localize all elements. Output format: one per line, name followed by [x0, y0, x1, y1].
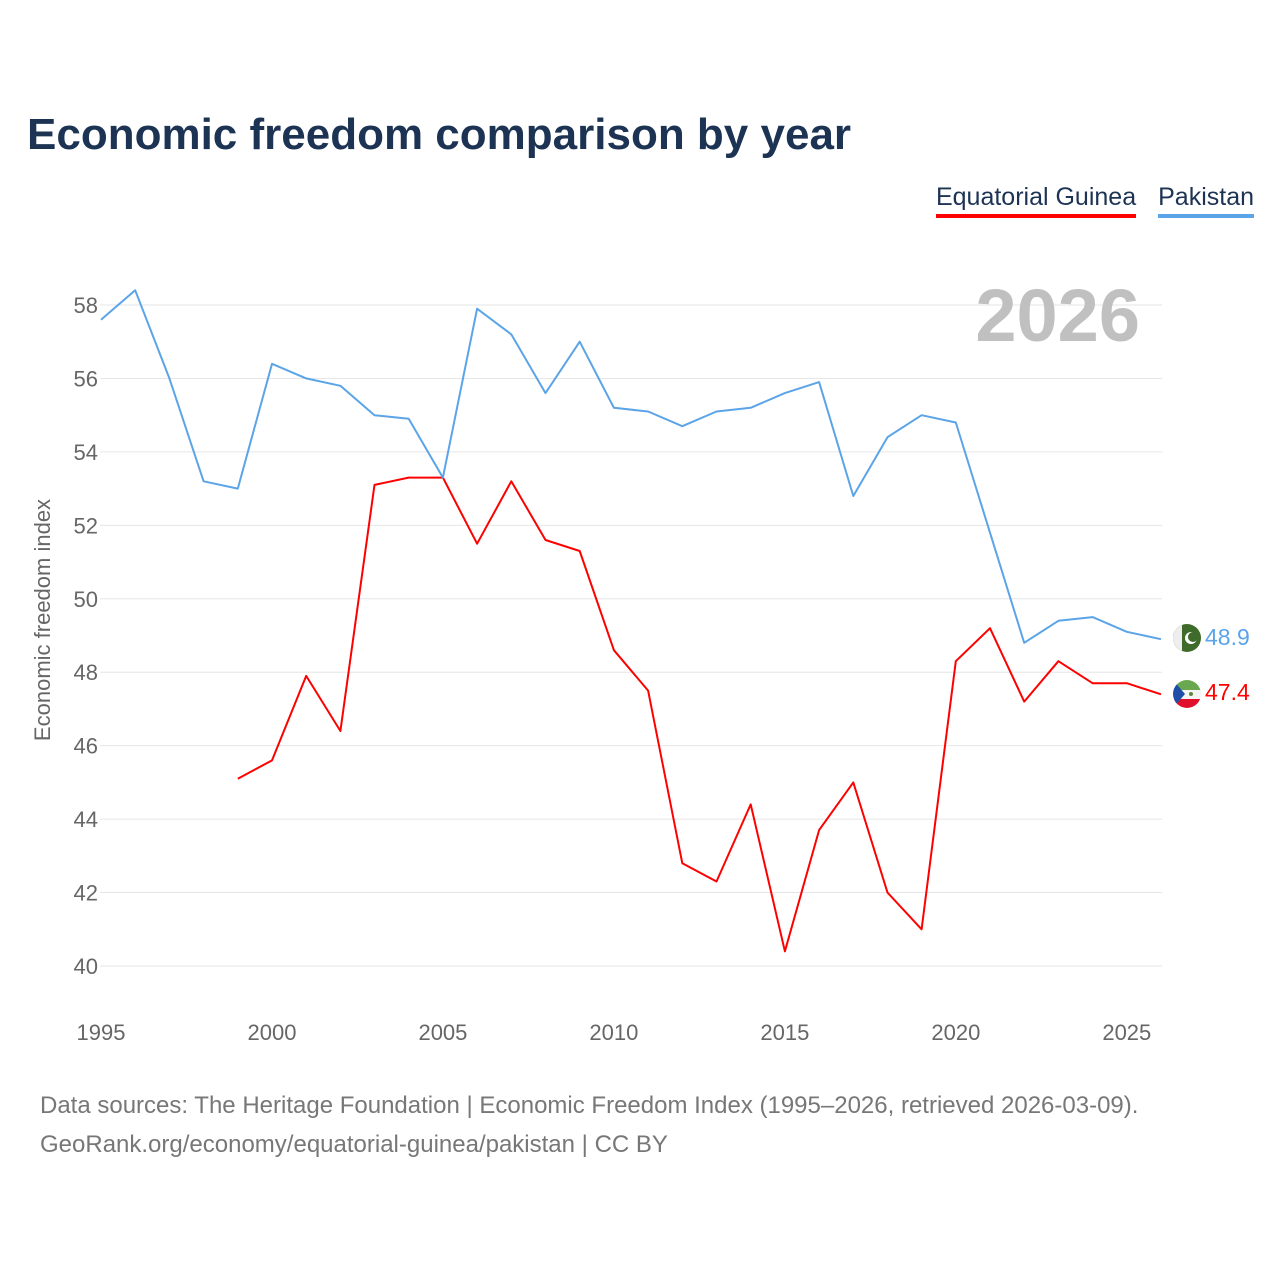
series-line-equatorial-guinea — [237, 476, 1162, 953]
x-tick-label: 2015 — [760, 1020, 809, 1045]
y-tick-label: 50 — [74, 587, 98, 612]
x-tick-label: 2000 — [247, 1020, 296, 1045]
chart-title: Economic freedom comparison by year — [27, 110, 852, 159]
y-tick-label: 56 — [74, 366, 98, 391]
legend: Equatorial Guinea Pakistan — [935, 183, 1254, 218]
equatorial-guinea-end-label: 47.4 — [1205, 679, 1250, 705]
legend-equatorial-guinea[interactable]: Equatorial Guinea — [935, 183, 1137, 218]
y-tick-label: 40 — [74, 954, 98, 979]
series-line-pakistan — [100, 289, 1162, 644]
x-tick-label: 2010 — [589, 1020, 638, 1045]
x-tick-label: 2020 — [931, 1020, 980, 1045]
y-tick-label: 42 — [74, 881, 98, 906]
y-tick-label: 52 — [74, 513, 98, 538]
y-tick-label: 54 — [74, 440, 98, 465]
source-url[interactable]: GeoRank.org/economy/equatorial-guinea/pa… — [40, 1131, 668, 1158]
x-tick-label: 2025 — [1102, 1020, 1151, 1045]
legend-pakistan[interactable]: Pakistan — [1158, 183, 1254, 218]
y-tick-label: 44 — [74, 807, 98, 832]
y-tick-label: 46 — [74, 734, 98, 759]
pakistan-end-label: 48.9 — [1205, 624, 1250, 650]
y-axis-label: Economic freedom index — [30, 499, 55, 741]
x-tick-label: 1995 — [77, 1020, 126, 1045]
pakistan-flag-icon — [1173, 624, 1201, 652]
equatorial-guinea-flag-icon — [1173, 680, 1201, 708]
footer: Data sources: The Heritage Foundation | … — [40, 1086, 1138, 1164]
year-watermark: 2026 — [975, 274, 1140, 357]
source-text: Data sources: The Heritage Foundation | … — [40, 1092, 1139, 1119]
y-tick-label: 48 — [74, 660, 98, 685]
x-tick-label: 2005 — [418, 1020, 467, 1045]
y-tick-label: 58 — [74, 293, 98, 318]
